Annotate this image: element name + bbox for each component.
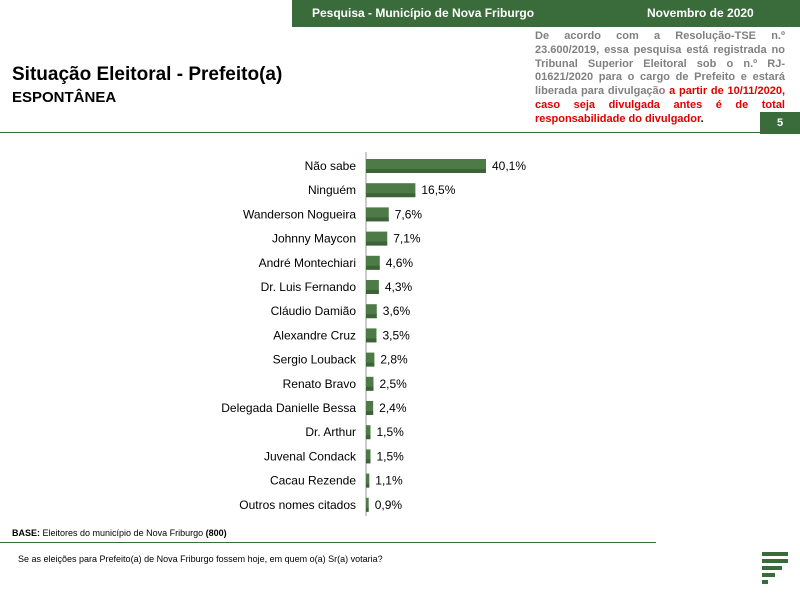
value-label: 1,1% xyxy=(375,474,403,488)
bar-shade xyxy=(366,265,380,270)
disclaimer-responsibility: responsabilidade do divulgador xyxy=(535,112,701,125)
bar-shade xyxy=(366,507,369,512)
bar-shade xyxy=(366,483,370,488)
value-label: 2,4% xyxy=(379,401,407,415)
bar-shade xyxy=(366,338,377,343)
survey-name: Pesquisa - Município de Nova Friburgo xyxy=(312,6,535,20)
bar-shade xyxy=(366,362,375,367)
disclaimer-period: . xyxy=(700,112,704,125)
base-text: Eleitores do município de Nova Friburgo xyxy=(40,528,206,538)
bar-shade xyxy=(366,314,377,319)
brand-logo-icon xyxy=(762,552,788,584)
bar-shade xyxy=(366,411,374,415)
bar xyxy=(366,497,369,512)
bar xyxy=(366,401,374,415)
bar-shade xyxy=(366,435,371,440)
category-label: Dr. Arthur xyxy=(305,425,356,439)
value-label: 7,1% xyxy=(393,232,421,246)
legal-disclaimer: De acordo com a Resolução-TSE n.º 23.600… xyxy=(535,30,785,127)
bar xyxy=(366,425,371,440)
bar-shade xyxy=(366,217,389,222)
category-label: Cláudio Damião xyxy=(271,304,357,318)
bar-chart: Não sabe 40,1% Ninguém 16,5% Wanderson Nogue… xyxy=(221,152,526,516)
category-label: Cacau Rezende xyxy=(270,474,356,488)
bar-shade xyxy=(366,386,374,391)
bar-shade xyxy=(366,169,486,173)
value-label: 2,5% xyxy=(379,377,407,391)
value-label: 40,1% xyxy=(492,159,526,173)
category-label: Sergio Louback xyxy=(273,353,357,367)
value-label: 16,5% xyxy=(421,183,455,197)
page-subtitle: ESPONTÂNEA xyxy=(12,89,117,106)
survey-question: Se as eleições para Prefeito(a) de Nova … xyxy=(18,554,383,564)
base-note: BASE: Eleitores do município de Nova Fri… xyxy=(12,528,227,538)
value-label: 7,6% xyxy=(395,207,423,221)
page-number: 5 xyxy=(760,112,800,134)
category-label: Renato Bravo xyxy=(283,377,357,391)
bar-shade xyxy=(366,193,416,198)
base-label: BASE: xyxy=(12,528,41,538)
disclaimer-release-warning: a partir de 10/11/2020, caso seja divulg… xyxy=(535,85,785,111)
category-label: Juvenal Condack xyxy=(264,449,357,463)
category-label: Alexandre Cruz xyxy=(273,328,356,342)
bar xyxy=(366,376,374,391)
value-label: 3,6% xyxy=(383,304,411,318)
bar xyxy=(366,473,370,488)
value-label: 4,3% xyxy=(385,280,413,294)
bar-shade xyxy=(366,459,371,464)
bar-shade xyxy=(366,290,379,294)
category-label: Delegada Danielle Bessa xyxy=(221,401,356,415)
bar xyxy=(366,449,371,464)
category-label: Não sabe xyxy=(305,159,357,173)
base-count: (800) xyxy=(205,528,227,538)
category-label: Ninguém xyxy=(308,183,356,197)
category-label: Dr. Luis Fernando xyxy=(261,280,357,294)
bar xyxy=(366,304,377,319)
top-bar: Pesquisa - Município de Nova Friburgo No… xyxy=(292,0,800,27)
disclaimer-text: De acordo com a Resolução-TSE n.º 23.600… xyxy=(535,30,785,98)
category-label: Johnny Maycon xyxy=(272,232,356,246)
bar-shade xyxy=(366,241,388,246)
value-label: 4,6% xyxy=(386,256,414,270)
category-label: Wanderson Nogueira xyxy=(243,207,356,221)
category-label: André Montechiari xyxy=(259,256,356,270)
value-label: 2,8% xyxy=(380,353,408,367)
footer-divider xyxy=(0,542,656,543)
value-label: 1,5% xyxy=(376,449,404,463)
value-label: 1,5% xyxy=(376,425,404,439)
bar xyxy=(366,352,375,367)
value-label: 0,9% xyxy=(375,498,403,512)
value-label: 3,5% xyxy=(382,328,410,342)
bar xyxy=(366,328,377,343)
page-title: Situação Eleitoral - Prefeito(a) xyxy=(12,64,283,85)
survey-date: Novembro de 2020 xyxy=(647,6,754,20)
header-divider xyxy=(0,132,760,133)
category-label: Outros nomes citados xyxy=(239,498,356,512)
